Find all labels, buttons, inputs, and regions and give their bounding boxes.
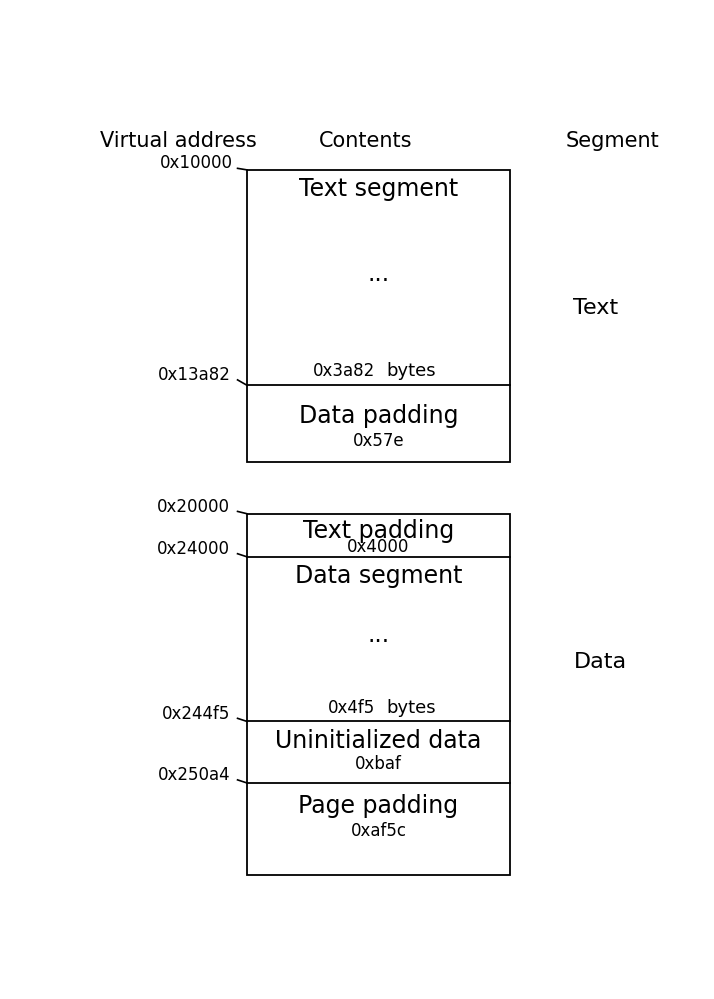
- Text: Segment: Segment: [565, 132, 659, 152]
- Text: 0x250a4: 0x250a4: [158, 766, 231, 784]
- Text: Text padding: Text padding: [303, 518, 454, 542]
- Text: ...: ...: [367, 623, 389, 647]
- Text: ...: ...: [367, 262, 389, 286]
- Text: 0x10000: 0x10000: [160, 154, 233, 172]
- Bar: [247, 513, 510, 875]
- Text: Virtual address: Virtual address: [100, 132, 257, 152]
- Text: 0x20000: 0x20000: [157, 498, 231, 515]
- Text: Uninitialized data: Uninitialized data: [275, 729, 481, 753]
- Text: 0x13a82: 0x13a82: [158, 367, 231, 385]
- Text: 0x57e: 0x57e: [353, 432, 404, 450]
- Text: Text: Text: [573, 299, 618, 319]
- Text: 0x244f5: 0x244f5: [162, 704, 231, 722]
- Bar: [247, 170, 510, 463]
- Text: bytes: bytes: [387, 363, 436, 381]
- Text: Text segment: Text segment: [298, 177, 458, 201]
- Text: 0x4000: 0x4000: [347, 537, 410, 555]
- Text: Data padding: Data padding: [298, 404, 458, 428]
- Text: 0x3a82: 0x3a82: [313, 363, 376, 381]
- Text: Contents: Contents: [319, 132, 413, 152]
- Text: Data: Data: [573, 652, 627, 672]
- Text: 0x24000: 0x24000: [157, 540, 231, 558]
- Text: 0x4f5: 0x4f5: [328, 699, 376, 717]
- Text: Data segment: Data segment: [295, 564, 462, 588]
- Text: Page padding: Page padding: [298, 794, 458, 818]
- Text: bytes: bytes: [387, 699, 436, 717]
- Text: 0xbaf: 0xbaf: [355, 754, 402, 772]
- Text: 0xaf5c: 0xaf5c: [351, 821, 406, 839]
